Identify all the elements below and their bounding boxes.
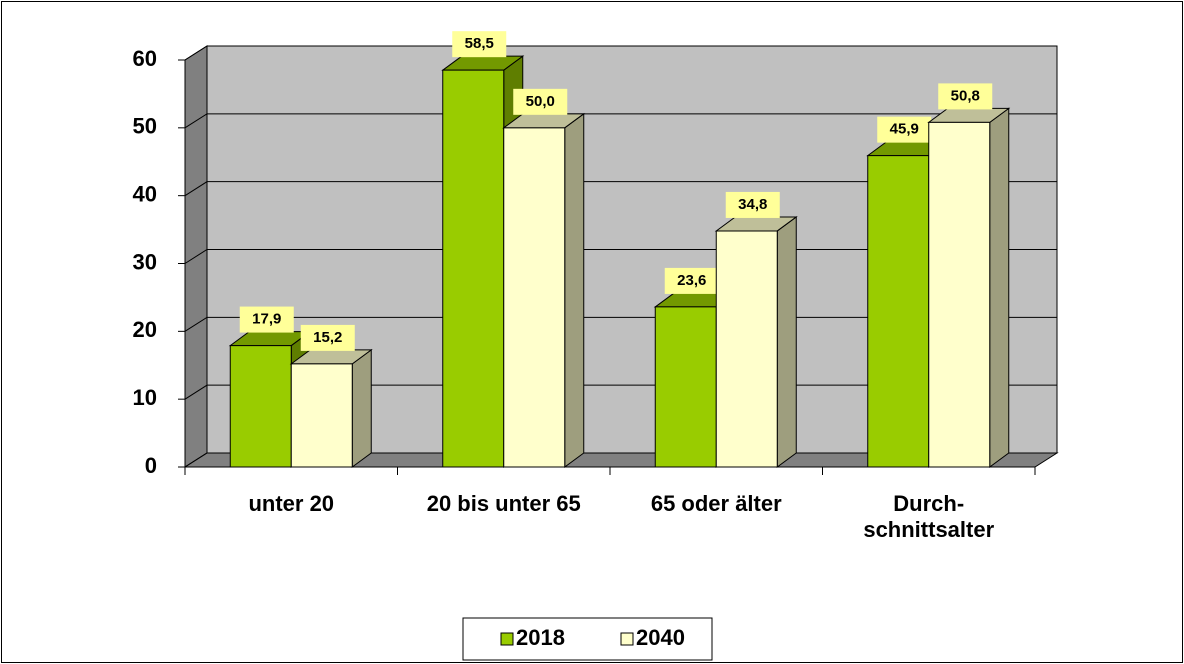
value-label: 23,6: [677, 272, 706, 289]
value-label-box: [452, 31, 507, 58]
grid-line: [184, 181, 1057, 197]
legend-swatch: [620, 632, 634, 646]
value-label-box: [725, 191, 780, 218]
value-label: 50,0: [526, 93, 555, 110]
value-label-box: [938, 83, 993, 110]
y-tick-label: 20: [133, 317, 157, 342]
value-label: 15,2: [313, 329, 342, 346]
value-label: 45,9: [890, 121, 919, 138]
value-label-box: [877, 116, 932, 143]
value-label-box: [664, 267, 719, 294]
y-tick-label: 40: [133, 181, 157, 206]
y-tick-label: 50: [133, 114, 157, 139]
bar-side: [564, 112, 585, 468]
value-label: 50,8: [951, 87, 980, 104]
y-tick-label: 10: [133, 385, 157, 410]
bar-front: [867, 155, 930, 468]
bar-front: [290, 363, 353, 468]
bar-front: [442, 69, 505, 468]
y-tick-label: 0: [145, 453, 157, 478]
value-label-box: [239, 306, 294, 333]
legend-label: 2018: [516, 625, 565, 650]
bar: [502, 112, 586, 468]
legend-swatch: [500, 632, 514, 646]
x-tick-label: Durch-schnittsalter: [863, 491, 995, 542]
value-label: 17,9: [252, 311, 281, 328]
bar-side: [989, 107, 1010, 468]
bar-front: [654, 306, 717, 468]
grid-line: [184, 113, 1057, 129]
x-tick-label: 20 bis unter 65: [426, 491, 581, 516]
bar-side: [776, 215, 797, 468]
value-label-box: [513, 88, 568, 115]
bar-side: [351, 348, 372, 468]
bar-front: [715, 230, 778, 468]
bar: [289, 348, 373, 468]
legend-label: 2040: [636, 625, 685, 650]
y-tick-label: 60: [133, 46, 157, 71]
value-label-box: [300, 324, 355, 351]
bar-front: [229, 345, 292, 468]
value-label: 58,5: [465, 35, 494, 52]
bar-front: [503, 127, 566, 468]
y-tick-label: 30: [133, 249, 157, 274]
bar: [927, 107, 1011, 468]
x-tick-label: 65 oder älter: [650, 491, 782, 516]
bar-front: [928, 121, 991, 468]
x-tick-label: unter 20: [248, 491, 335, 516]
grid-line: [184, 45, 1057, 61]
bar: [714, 215, 798, 468]
value-label: 34,8: [738, 196, 767, 213]
